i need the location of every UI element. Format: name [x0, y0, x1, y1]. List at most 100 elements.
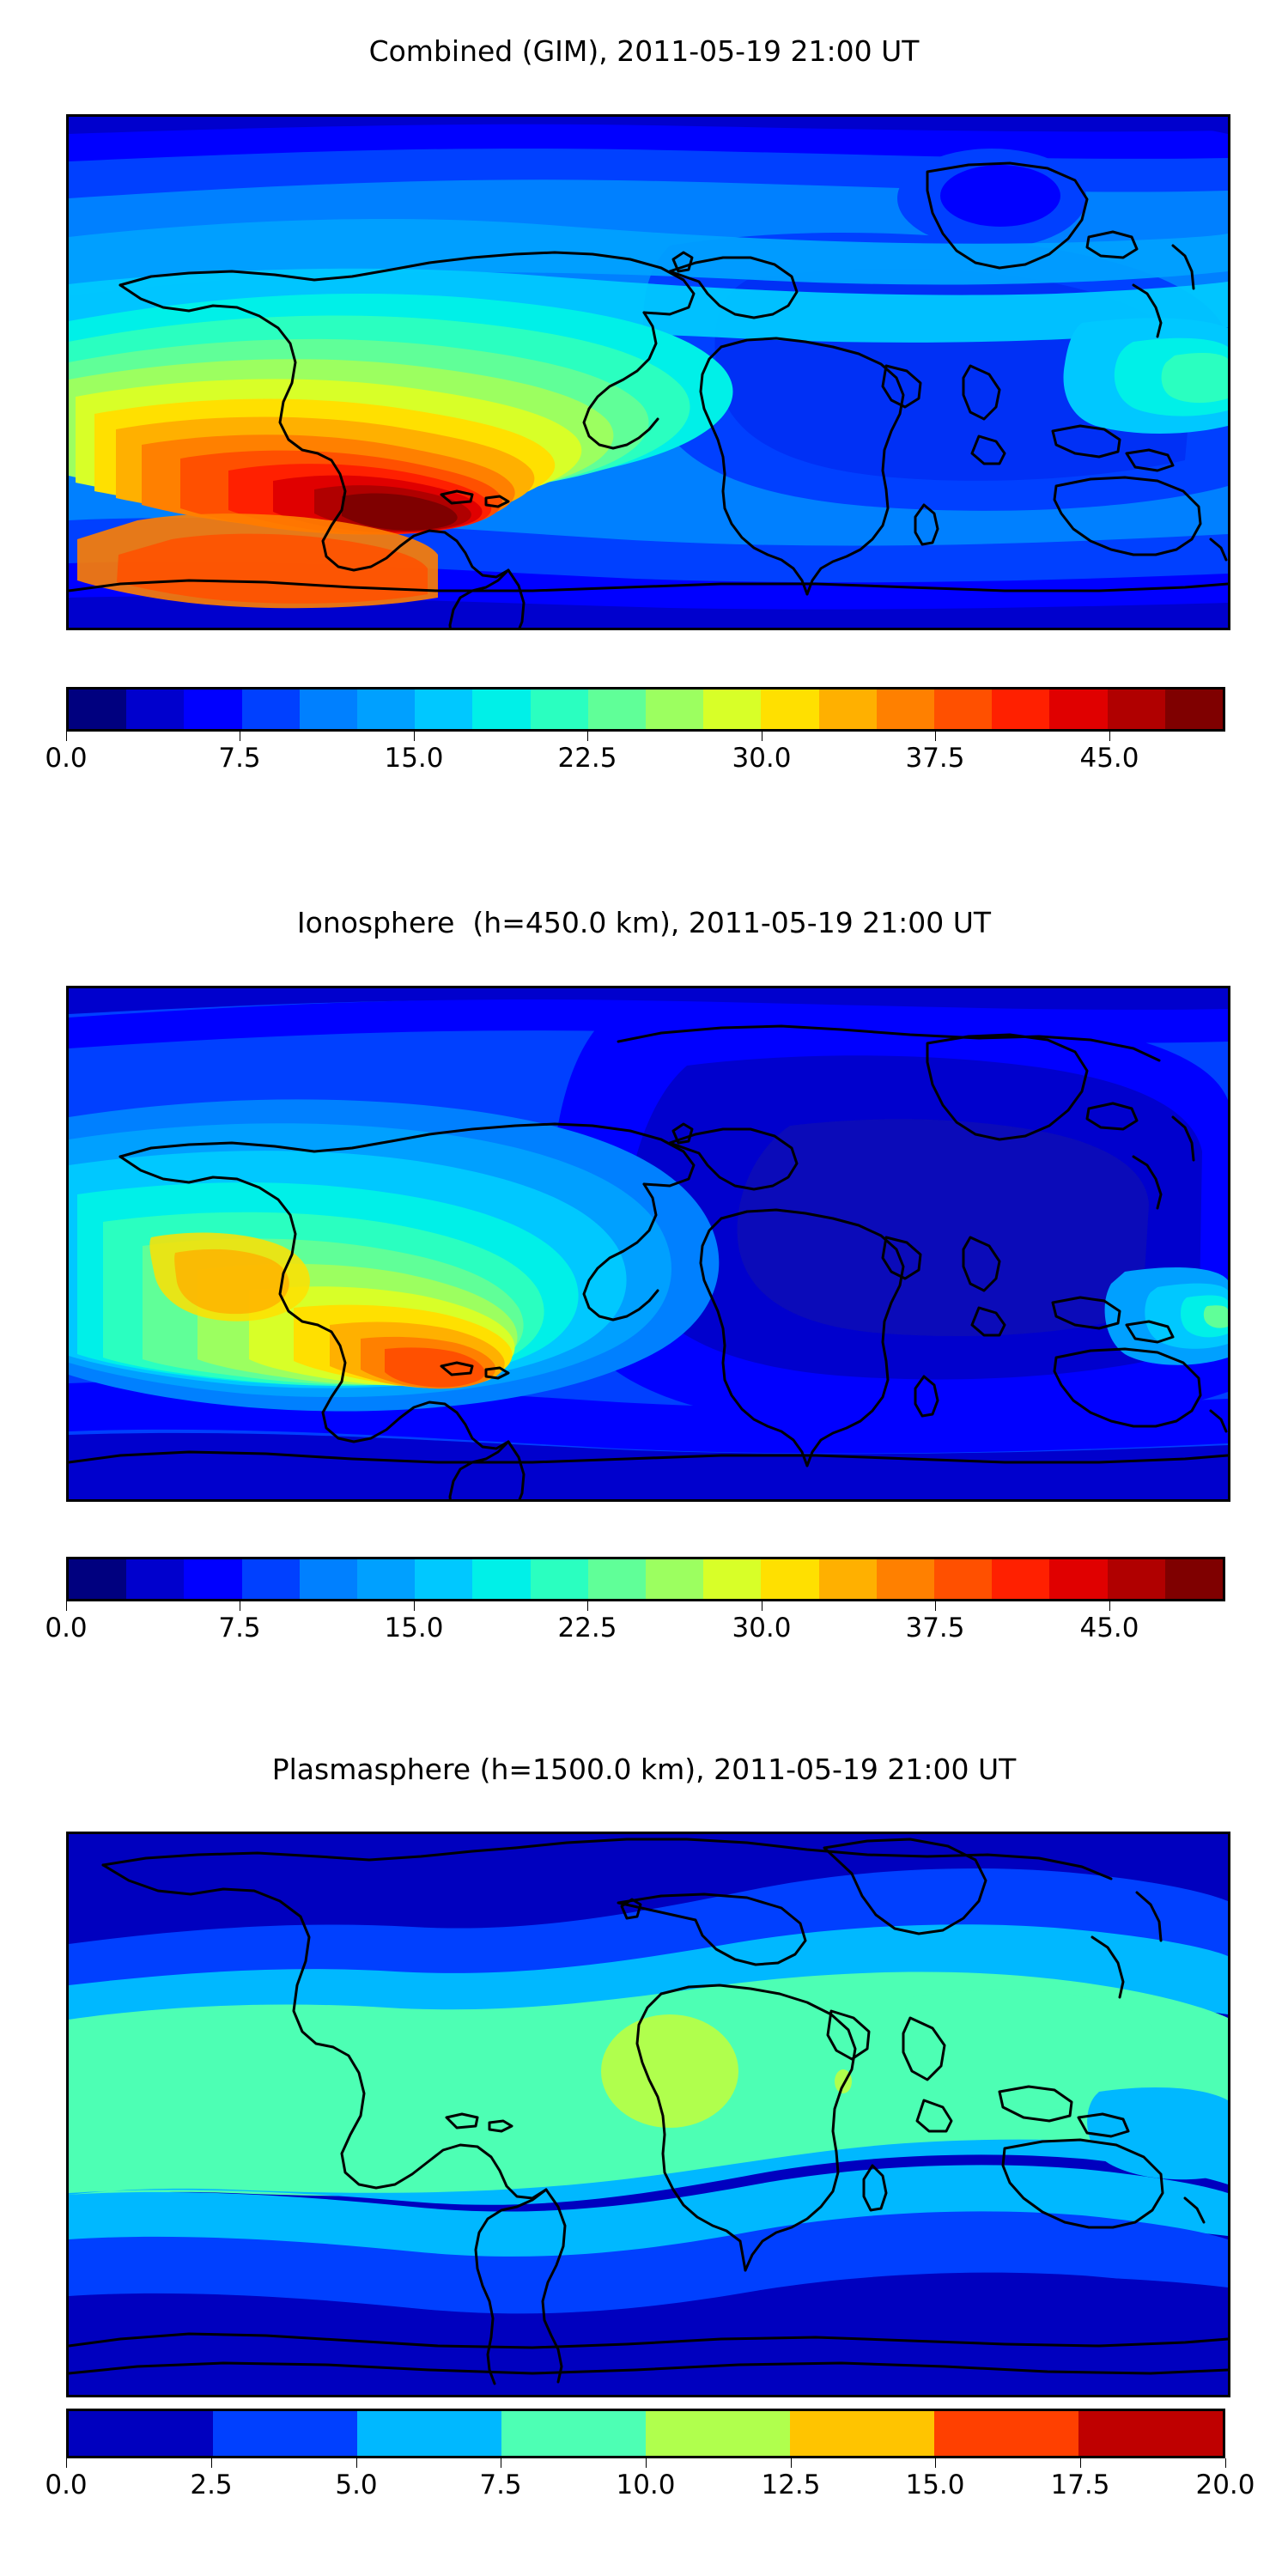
- tick-label: 15.0: [905, 2470, 965, 2500]
- colorbar-segment: [299, 690, 358, 729]
- tick-mark: [1080, 2458, 1081, 2468]
- tick-label: 45.0: [1079, 743, 1139, 774]
- colorbar-segment: [357, 690, 416, 729]
- tick-label: 37.5: [905, 743, 965, 774]
- colorbar-segment: [501, 2411, 646, 2456]
- colorbar-ionosphere: 0.0 7.5 15.0 22.5 30.0 37.5 45.0: [45, 1557, 1225, 1660]
- panel-combined: Combined (GIM), 2011-05-19 21:00 UT: [0, 0, 1288, 859]
- colorbar-segment: [415, 690, 473, 729]
- tick-label: 45.0: [1079, 1613, 1139, 1643]
- colorbar-segment: [1049, 690, 1108, 729]
- colorbar-segment: [992, 1559, 1050, 1599]
- tick-mark: [1109, 732, 1110, 741]
- tick-mark: [211, 2458, 212, 2468]
- tick-label: 37.5: [905, 1613, 965, 1643]
- tick-mark: [646, 2458, 647, 2468]
- tick-label: 15.0: [384, 1613, 444, 1643]
- colorbar-segment: [790, 2411, 934, 2456]
- panel-plasmasphere: Plasmasphere (h=1500.0 km), 2011-05-19 2…: [0, 1730, 1288, 2576]
- tick-label: 7.5: [218, 743, 261, 774]
- colorbar-segment: [761, 1559, 819, 1599]
- map-ionosphere: [66, 986, 1230, 1502]
- tick-mark: [587, 1601, 588, 1611]
- map-combined-inner: [69, 117, 1228, 628]
- colorbar-ionosphere-bar: [66, 1557, 1225, 1601]
- map-combined-field: [69, 117, 1228, 628]
- colorbar-combined: 0.0 7.5 15.0 22.5 30.0 37.5 45.0: [45, 687, 1225, 790]
- tick-label: 7.5: [479, 2470, 522, 2500]
- colorbar-segment: [1164, 1559, 1224, 1599]
- colorbar-segment: [126, 690, 185, 729]
- map-combined: [66, 114, 1230, 630]
- tick-label: 12.5: [761, 2470, 821, 2500]
- tick-label: 7.5: [218, 1613, 261, 1643]
- colorbar-segment: [876, 690, 935, 729]
- colorbar-segment: [241, 1559, 300, 1599]
- colorbar-segment: [646, 690, 704, 729]
- colorbar-segment: [472, 1559, 531, 1599]
- tick-mark: [1109, 1601, 1110, 1611]
- colorbar-segment: [587, 690, 647, 729]
- tick-label: 20.0: [1195, 2470, 1255, 2500]
- colorbar-segment: [530, 690, 588, 729]
- colorbar-segment: [530, 1559, 588, 1599]
- tick-label: 22.5: [557, 743, 617, 774]
- tick-mark: [791, 2458, 792, 2468]
- tick-mark: [414, 1601, 415, 1611]
- colorbar-combined-ticks: 0.0 7.5 15.0 22.5 30.0 37.5 45.0: [45, 732, 1225, 780]
- colorbar-segment: [646, 1559, 704, 1599]
- tick-label: 22.5: [557, 1613, 617, 1643]
- colorbar-segment: [761, 690, 819, 729]
- colorbar-segment: [1164, 690, 1224, 729]
- colorbar-segment: [818, 1559, 877, 1599]
- colorbar-ionosphere-ticks: 0.0 7.5 15.0 22.5 30.0 37.5 45.0: [45, 1601, 1225, 1649]
- panel-ionosphere: Ionosphere (h=450.0 km), 2011-05-19 21:0…: [0, 859, 1288, 1730]
- map-plasmasphere-field: [69, 1834, 1228, 2395]
- tick-label: 5.0: [335, 2470, 378, 2500]
- colorbar-segment: [299, 1559, 358, 1599]
- colorbar-plasmasphere-bar: [66, 2409, 1225, 2458]
- tick-label: 0.0: [45, 2470, 88, 2500]
- colorbar-segment: [587, 1559, 647, 1599]
- tick-mark: [356, 2458, 357, 2468]
- colorbar-segment: [184, 690, 242, 729]
- colorbar-segment: [241, 690, 300, 729]
- tick-label: 0.0: [45, 1613, 88, 1643]
- colorbar-segment: [992, 690, 1050, 729]
- tick-label: 30.0: [732, 1613, 792, 1643]
- tick-label: 0.0: [45, 743, 88, 774]
- colorbar-segment: [69, 2411, 213, 2456]
- tick-mark: [935, 2458, 936, 2468]
- tick-mark: [66, 2458, 67, 2468]
- colorbar-segment: [357, 2411, 501, 2456]
- map-ionosphere-inner: [69, 988, 1228, 1499]
- tick-label: 15.0: [384, 743, 444, 774]
- colorbar-segment: [876, 1559, 935, 1599]
- tick-label: 2.5: [190, 2470, 233, 2500]
- colorbar-combined-bar: [66, 687, 1225, 732]
- tick-mark: [414, 732, 415, 741]
- colorbar-segment: [934, 690, 993, 729]
- tick-label: 10.0: [616, 2470, 676, 2500]
- colorbar-segment: [1107, 1559, 1165, 1599]
- tick-mark: [1225, 2458, 1226, 2468]
- colorbar-segment: [472, 690, 531, 729]
- colorbar-segment: [69, 690, 127, 729]
- tick-mark: [935, 732, 936, 741]
- map-plasmasphere-inner: [69, 1834, 1228, 2395]
- colorbar-segment: [1049, 1559, 1108, 1599]
- colorbar-segment: [646, 2411, 790, 2456]
- tick-label: 30.0: [732, 743, 792, 774]
- panel-title-ionosphere: Ionosphere (h=450.0 km), 2011-05-19 21:0…: [296, 906, 992, 939]
- tick-mark: [935, 1601, 936, 1611]
- colorbar-plasmasphere: 0.0 2.5 5.0 7.5 10.0 12.5 15.0 17.5 20.0: [45, 2409, 1255, 2512]
- colorbar-segment: [1107, 690, 1165, 729]
- tick-label: 17.5: [1050, 2470, 1110, 2500]
- tick-mark: [587, 732, 588, 741]
- map-plasmasphere: [66, 1832, 1230, 2397]
- colorbar-segment: [1078, 2411, 1223, 2456]
- colorbar-segment: [213, 2411, 357, 2456]
- tick-mark: [66, 1601, 67, 1611]
- colorbar-segment: [69, 1559, 127, 1599]
